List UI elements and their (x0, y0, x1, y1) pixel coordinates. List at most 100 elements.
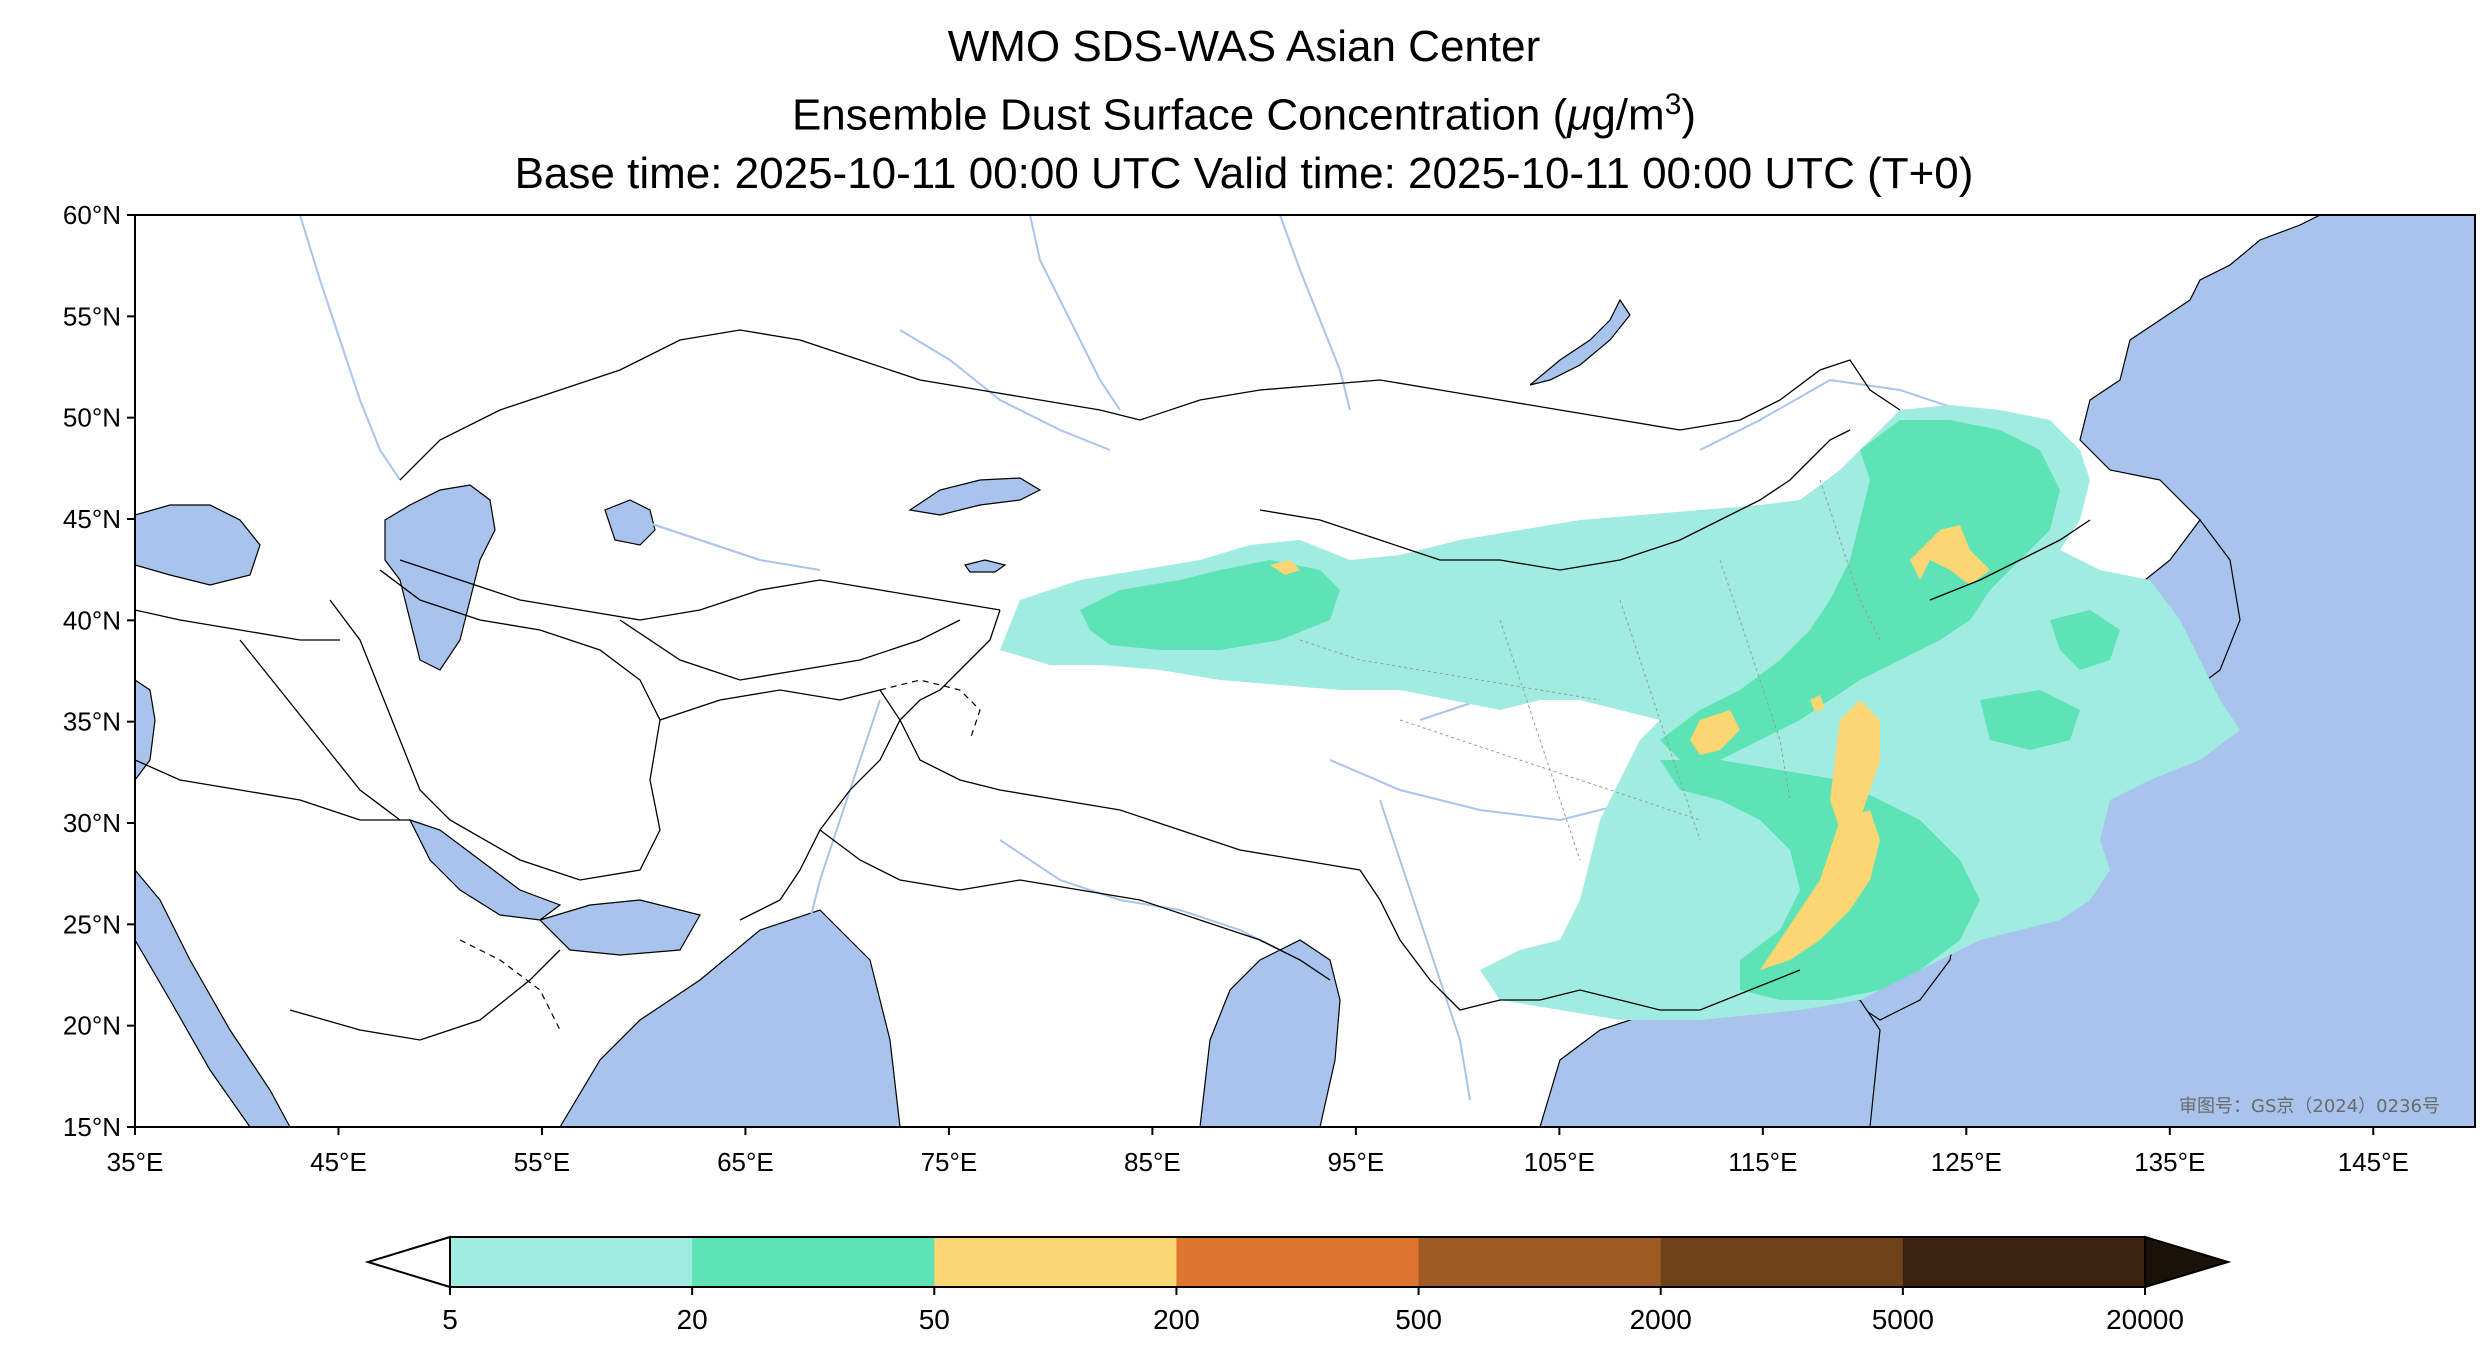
colorbar-segment (450, 1237, 693, 1287)
map-area: 审图号：GS京（2024）0236号 (135, 215, 2475, 1127)
lat-tick-label: 60°N (63, 200, 121, 230)
colorbar-tick-label: 20 (677, 1304, 708, 1335)
disputed-borders (459, 679, 981, 1031)
arabian-sea (559, 909, 901, 1127)
colorbar-segment (934, 1237, 1177, 1287)
lat-tick-label: 40°N (63, 605, 121, 635)
lon-tick-label: 35°E (107, 1147, 164, 1177)
border-mongolia-china (1259, 429, 1851, 571)
persian-gulf (408, 818, 562, 921)
province-line-5 (1719, 559, 1791, 801)
province-line-6 (1819, 479, 1881, 641)
lon-tick-label: 105°E (1524, 1147, 1595, 1177)
lon-tick-label: 115°E (1728, 1147, 1797, 1177)
borders (135, 329, 2091, 1041)
caspian-sea (384, 484, 496, 671)
border-iraq (239, 639, 401, 821)
colorbar-tick-label: 5000 (1872, 1304, 1934, 1335)
red-sea (135, 869, 291, 1127)
border-arabia-south (289, 949, 561, 1041)
dust-50-200-ne (1910, 525, 1990, 585)
lake-baikal (1529, 298, 1631, 386)
dust-20-50-ne (1660, 420, 2060, 760)
lake-balkhash (908, 477, 1042, 516)
latitude-axis: 60°N 55°N 50°N 45°N 40°N 35°N 30°N 25°N 20°N 15°N (63, 200, 135, 1142)
river-irtysh (899, 329, 1111, 451)
longitude-axis: 35°E 45°E 55°E 65°E 75°E 85°E 95°E 105°E 115°E 12… (107, 1127, 2409, 1177)
lon-tick-label: 45°E (310, 1147, 367, 1177)
mediterranean-sea (135, 679, 156, 781)
colorbar-segment (1176, 1237, 1420, 1287)
colorbar-tick-label: 2000 (1630, 1304, 1692, 1335)
river-ganges (999, 839, 1281, 951)
border-china-south (1539, 969, 1801, 1011)
border-china-west (899, 609, 1361, 871)
map-frame (134, 214, 2476, 1128)
colorbar-tick-label: 500 (1395, 1304, 1442, 1335)
dust-50-200-central (1830, 700, 1880, 830)
river-mekong (1379, 799, 1471, 1101)
title-line-2-prefix: Ensemble Dust Surface Concentration ( (791, 90, 1568, 140)
colorbar-tick-label: 5 (442, 1304, 458, 1335)
lat-tick-label: 20°N (63, 1011, 121, 1041)
title-line-2: Ensemble Dust Surface Concentration (μg/… (0, 76, 2488, 145)
border-southeast-asia (1359, 869, 1540, 1011)
lat-tick-label: 45°N (63, 504, 121, 534)
dust-50-200-west (1690, 710, 1740, 755)
dust-20-50-north (1080, 560, 1340, 650)
gulf-of-oman (538, 899, 701, 956)
river-syr-darya (639, 519, 821, 571)
title-line-1: WMO SDS-WAS Asian Center (947, 22, 1541, 71)
title-unit: g/m (1591, 90, 1665, 140)
colorbar-tick-label: 50 (919, 1304, 950, 1335)
river-volga (299, 215, 401, 481)
lake-issyk-kul (963, 559, 1007, 573)
province-line-4 (1619, 599, 1701, 841)
colorbar-under-triangle (364, 1235, 451, 1289)
province-line-3 (1499, 619, 1581, 861)
lat-tick-label: 25°N (63, 909, 121, 939)
approval-stamp: 审图号：GS京（2024）0236号 (2179, 1096, 2440, 1117)
lat-tick-label: 15°N (63, 1112, 121, 1142)
river-ob (1029, 215, 1121, 411)
colorbar-segment (1418, 1237, 1662, 1287)
border-arabia (135, 759, 410, 821)
lat-tick-label: 55°N (63, 301, 121, 331)
title-mu: μ (1567, 90, 1592, 140)
dust-20-50-sea (1980, 690, 2080, 750)
border-russia-kazakhstan (399, 329, 1141, 481)
lon-tick-label: 55°E (514, 1147, 571, 1177)
title-line-3: Base time: 2025-10-11 00:00 UTC Valid ti… (514, 148, 1974, 198)
dust-50-200-mongolia (1270, 560, 1300, 575)
disputed-arabia (459, 939, 561, 1031)
dust-shading (1000, 405, 2240, 1020)
dust-50-200-coast (1760, 810, 1880, 970)
title-block: WMO SDS-WAS Asian Center Ensemble Dust S… (0, 18, 2488, 203)
border-turkey-syria (135, 609, 340, 641)
province-borders (1299, 479, 1881, 861)
river-indus (809, 699, 881, 921)
dust-50-200-small (1810, 695, 1825, 712)
black-sea (135, 504, 261, 586)
title-unit-sup: 3 (1664, 88, 1682, 121)
colorbar: 5 20 50 200 500 2000 5000 20000 (364, 1235, 2232, 1335)
dust-20-50-korea (2050, 610, 2120, 670)
lon-tick-label: 95°E (1328, 1147, 1385, 1177)
title-line-2-suffix: ) (1681, 90, 1697, 140)
colorbar-frame (449, 1236, 2146, 1288)
lon-tick-label: 145°E (2338, 1147, 2409, 1177)
border-kazakhstan-south (399, 559, 1001, 621)
colorbar-tick-label: 20000 (2106, 1304, 2184, 1335)
lon-tick-label: 85°E (1124, 1147, 1181, 1177)
lon-tick-label: 125°E (1931, 1147, 2002, 1177)
border-iran (329, 569, 661, 881)
border-russia-mongolia-china (1139, 359, 1901, 431)
lon-tick-label: 75°E (921, 1147, 978, 1177)
disputed-kashmir (879, 679, 981, 741)
border-china-korea (1929, 519, 2091, 601)
colorbar-segment (692, 1237, 935, 1287)
bay-of-bengal (1199, 939, 1341, 1127)
lat-tick-label: 35°N (63, 707, 121, 737)
colorbar-tick-label: 200 (1153, 1304, 1200, 1335)
